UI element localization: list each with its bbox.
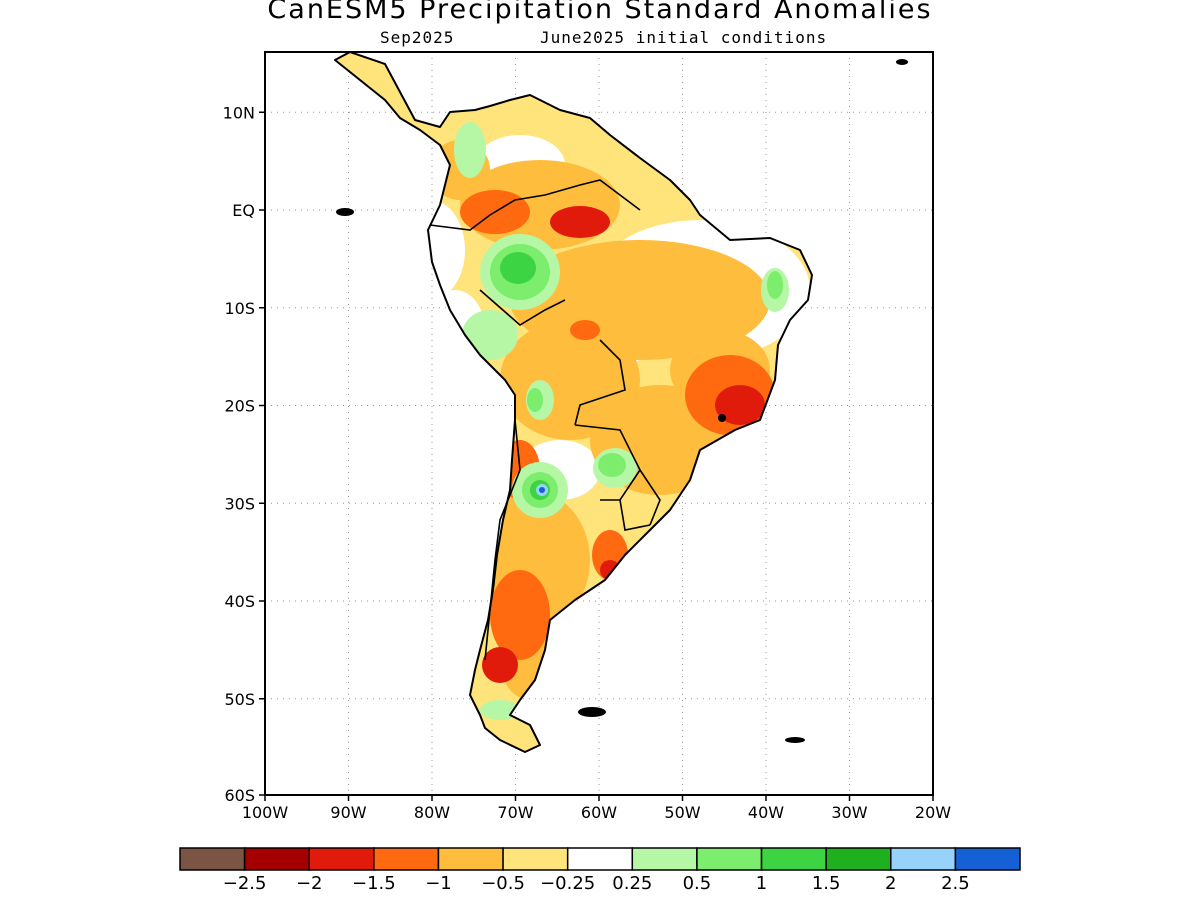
island: [896, 59, 908, 65]
country-border: [574, 339, 626, 426]
coastlines: [334, 52, 908, 753]
colorbar-swatch: [308, 847, 375, 871]
colorbar-label: 1.5: [812, 873, 841, 894]
colorbar-label: 2: [885, 873, 896, 894]
anomaly-patch: [767, 271, 783, 299]
map-title: CanESM5 Precipitation Standard Anomalies: [267, 0, 933, 25]
y-tick-label: 30S: [224, 494, 255, 513]
anomaly-patch: [570, 320, 600, 340]
x-axis: 100W 90W 80W 70W 60W 50W 40W 30W 20W: [242, 795, 951, 822]
colorbar-swatch: [696, 847, 763, 871]
colorbar: −2.5 −2 −1.5 −1 −0.5 −0.25 0.25 0.5 1 1.5 2 2.5: [179, 847, 1021, 894]
anomaly-patch: [715, 385, 765, 425]
colorbar-swatch: [179, 847, 246, 871]
colorbar-label: −0.25: [540, 873, 595, 894]
anomaly-patch: [490, 570, 550, 660]
anomaly-patch: [550, 206, 610, 238]
colorbar-label: −2: [296, 873, 323, 894]
x-tick-label: 80W: [414, 803, 450, 822]
anomaly-patch: [600, 560, 620, 580]
colorbar-label: 2.5: [941, 873, 970, 894]
country-border: [619, 499, 651, 531]
x-tick-label: 30W: [831, 803, 867, 822]
anomaly-patch: [527, 388, 543, 412]
x-tick-label: 60W: [581, 803, 617, 822]
y-axis: 10N EQ 10S 20S 30S 40S 50S 60S: [223, 103, 265, 805]
y-tick-label: 50S: [224, 690, 255, 709]
valid-month: Sep2025: [380, 28, 455, 47]
colorbar-swatch: [890, 847, 957, 871]
country-border: [544, 179, 641, 211]
colorbar-label: −1: [425, 873, 452, 894]
y-tick-label: 40S: [224, 592, 255, 611]
colorbar-swatch: [954, 847, 1021, 871]
x-tick-label: 50W: [664, 803, 700, 822]
colorbar-swatch: [243, 847, 310, 871]
colorbar-label: 0.25: [612, 873, 652, 894]
y-tick-label: 60S: [224, 786, 255, 805]
colorbar-label: −1.5: [352, 873, 396, 894]
colorbar-label: 1: [756, 873, 767, 894]
y-tick-label: 10S: [224, 299, 255, 318]
initial-conditions: June2025 initial conditions: [540, 28, 828, 47]
x-tick-label: 70W: [497, 803, 533, 822]
y-tick-label: EQ: [232, 201, 255, 220]
country-border: [484, 419, 521, 661]
island: [718, 414, 726, 422]
anomaly-field: [335, 52, 812, 752]
colorbar-swatch: [760, 847, 827, 871]
x-tick-label: 90W: [330, 803, 366, 822]
y-tick-label: 20S: [224, 397, 255, 416]
x-tick-label: 40W: [748, 803, 784, 822]
anomaly-patch: [539, 487, 545, 493]
colorbar-label: −2.5: [223, 873, 267, 894]
colorbar-swatch: [437, 847, 504, 871]
x-tick-label: 100W: [242, 803, 289, 822]
anomaly-patch: [454, 122, 486, 178]
colorbar-swatch: [502, 847, 569, 871]
country-border: [479, 289, 566, 326]
colorbar-label: −0.5: [481, 873, 525, 894]
anomaly-patch: [462, 310, 518, 360]
colorbar-swatch: [631, 847, 698, 871]
island: [578, 707, 606, 717]
colorbar-swatch: [825, 847, 892, 871]
continent-coastline: [334, 52, 813, 753]
country-border: [429, 194, 546, 231]
island: [336, 208, 354, 216]
anomaly-patch: [500, 252, 536, 284]
colorbar-label: 0.5: [683, 873, 712, 894]
anomaly-patch: [598, 453, 626, 477]
colorbar-swatch: [373, 847, 440, 871]
x-tick-label: 20W: [915, 803, 951, 822]
island: [785, 737, 805, 743]
y-tick-label: 10N: [223, 103, 255, 122]
country-border: [639, 469, 661, 526]
anomaly-patch: [482, 647, 518, 683]
colorbar-swatch: [566, 847, 634, 871]
